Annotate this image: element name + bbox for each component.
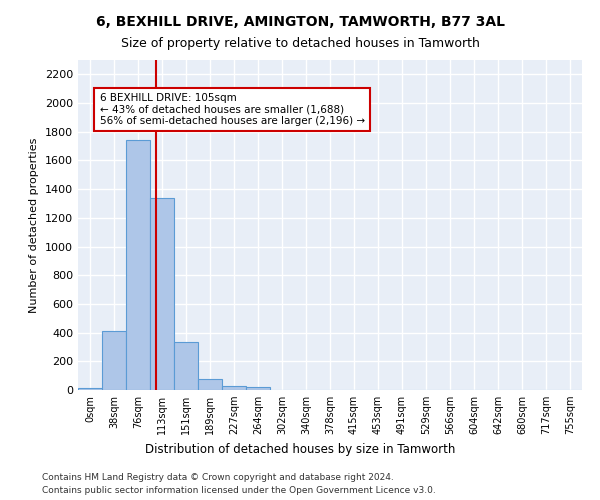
Text: 6 BEXHILL DRIVE: 105sqm
← 43% of detached houses are smaller (1,688)
56% of semi: 6 BEXHILL DRIVE: 105sqm ← 43% of detache… bbox=[100, 93, 365, 126]
Text: Size of property relative to detached houses in Tamworth: Size of property relative to detached ho… bbox=[121, 38, 479, 51]
Bar bbox=[222, 386, 246, 390]
Text: Distribution of detached houses by size in Tamworth: Distribution of detached houses by size … bbox=[145, 442, 455, 456]
Bar bbox=[198, 379, 222, 390]
Text: 6, BEXHILL DRIVE, AMINGTON, TAMWORTH, B77 3AL: 6, BEXHILL DRIVE, AMINGTON, TAMWORTH, B7… bbox=[95, 15, 505, 29]
Bar bbox=[78, 388, 102, 390]
Text: Contains public sector information licensed under the Open Government Licence v3: Contains public sector information licen… bbox=[42, 486, 436, 495]
Bar bbox=[150, 198, 174, 390]
Y-axis label: Number of detached properties: Number of detached properties bbox=[29, 138, 40, 312]
Bar bbox=[246, 388, 270, 390]
Bar bbox=[102, 331, 126, 390]
Bar bbox=[174, 342, 198, 390]
Bar bbox=[126, 140, 150, 390]
Text: Contains HM Land Registry data © Crown copyright and database right 2024.: Contains HM Land Registry data © Crown c… bbox=[42, 472, 394, 482]
